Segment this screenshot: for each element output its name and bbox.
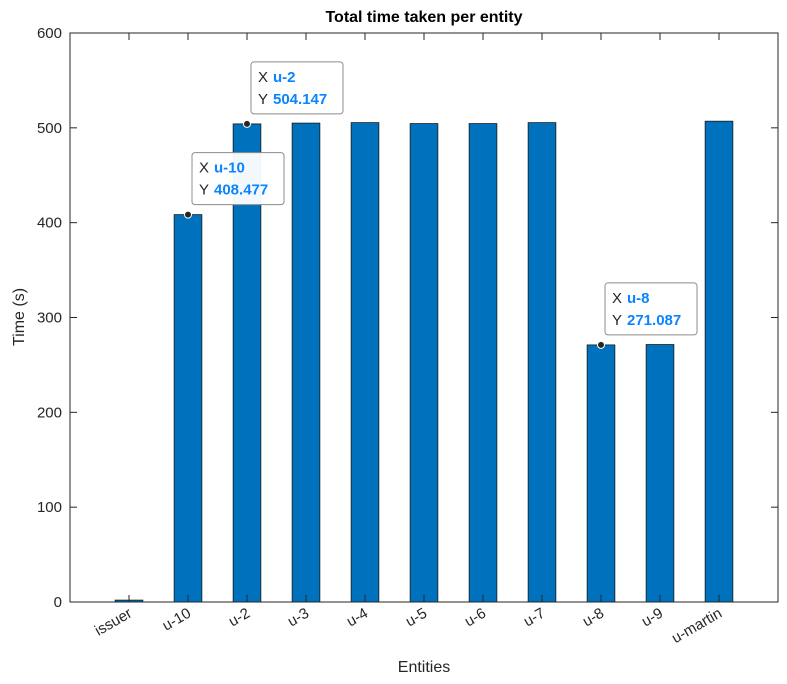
datatip-x-key: X	[612, 290, 622, 307]
datatip-marker	[184, 210, 192, 219]
y-tick-label: 200	[37, 404, 62, 421]
chart-title: Total time taken per entity	[325, 9, 522, 26]
y-tick-label: 500	[37, 120, 62, 137]
datatip-x-value: u-8	[627, 290, 650, 307]
bar-u-5[interactable]	[409, 123, 439, 603]
x-tick-label: u-9	[639, 605, 666, 631]
x-tick-label: u-martin	[669, 605, 725, 647]
bar-u-8[interactable]	[586, 344, 616, 603]
datatip-x-key: X	[199, 160, 209, 177]
datatip-marker	[597, 340, 605, 349]
bar-u-7[interactable]	[527, 122, 557, 603]
bar-u-4[interactable]	[350, 122, 380, 603]
y-axis-title: Time (s)	[11, 288, 28, 346]
x-axis-title: Entities	[398, 659, 450, 676]
datatip-x-value: u-2	[273, 69, 296, 86]
x-tick-label: u-7	[521, 605, 548, 631]
x-tick-label: u-5	[403, 605, 430, 631]
bar-u-9[interactable]	[645, 344, 675, 603]
datatip-y-value: 504.147	[273, 91, 327, 108]
y-axis: 0 100 200 300 400 500 600	[37, 25, 778, 611]
y-tick-label: 300	[37, 310, 62, 327]
y-tick-label: 0	[54, 594, 62, 611]
bar-u-6[interactable]	[468, 123, 498, 603]
datatip-marker	[243, 119, 251, 128]
x-tick-label: u-4	[344, 605, 371, 631]
datatip-box	[191, 152, 285, 206]
datatip-box	[604, 282, 698, 336]
datatip-y-key: Y	[199, 182, 209, 199]
x-tick-label: u-8	[580, 605, 607, 631]
bar-u-10[interactable]	[173, 214, 203, 603]
x-tick-label: u-3	[285, 605, 312, 631]
datatip-y-value: 271.087	[627, 312, 681, 329]
bar-u-martin[interactable]	[704, 120, 734, 603]
bar-u-3[interactable]	[291, 122, 321, 603]
y-tick-label: 100	[37, 499, 62, 516]
datatip-x-key: X	[258, 69, 268, 86]
y-tick-label: 600	[37, 25, 62, 42]
x-tick-label: issuer	[92, 605, 135, 640]
datatip-y-key: Y	[612, 312, 622, 329]
datatip-y-key: Y	[258, 91, 268, 108]
datatip-y-value: 408.477	[214, 182, 268, 199]
x-tick-label: u-2	[226, 605, 253, 631]
datatip-x-value: u-10	[214, 160, 245, 177]
x-tick-label: u-6	[462, 605, 489, 631]
y-tick-label: 400	[37, 215, 62, 232]
x-tick-label: u-10	[159, 605, 194, 635]
datatip-box	[250, 61, 344, 115]
